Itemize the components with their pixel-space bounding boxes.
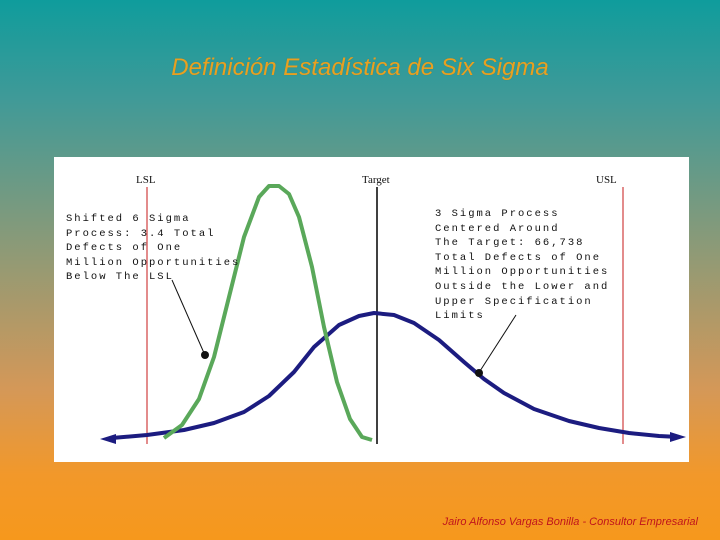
six-sigma-curve <box>162 184 373 442</box>
distribution-diagram <box>100 184 686 444</box>
target-label: Target <box>362 174 390 186</box>
lsl-label: LSL <box>136 174 156 186</box>
six-sigma-figure: LSL Target USL Shifted 6 Sigma Process: … <box>54 157 689 462</box>
three-sigma-annotation: 3 Sigma Process Centered Around The Targ… <box>435 208 610 323</box>
shifted-six-sigma-annotation: Shifted 6 Sigma Process: 3.4 Total Defec… <box>66 213 241 284</box>
axis-right-arrowhead <box>670 432 686 442</box>
three-sigma-pointer-dot <box>475 369 483 377</box>
usl-label: USL <box>596 174 617 186</box>
footer-credit: Jairo Alfonso Vargas Bonilla - Consultor… <box>442 516 698 528</box>
three-sigma-pointer-line <box>479 314 517 372</box>
slide-title: Definición Estadística de Six Sigma <box>171 54 549 81</box>
three-sigma-curve <box>111 311 680 440</box>
shifted-pointer-line <box>171 279 205 354</box>
shifted-pointer-dot <box>201 351 209 359</box>
axis-left-arrowhead <box>100 434 116 444</box>
